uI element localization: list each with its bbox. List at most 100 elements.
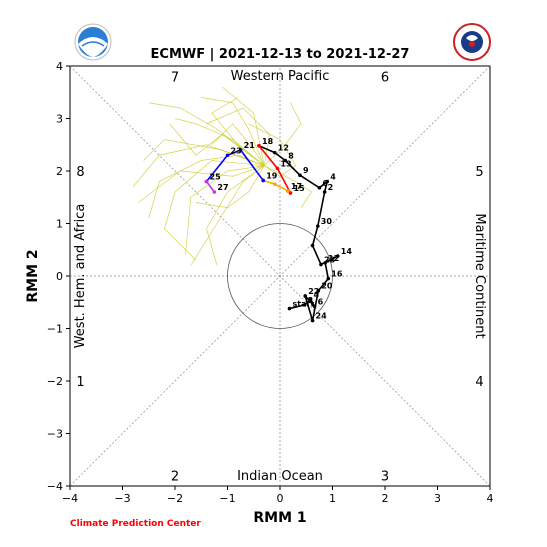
forecast-point bbox=[212, 190, 217, 194]
day-label: 4 bbox=[313, 291, 319, 300]
forecast-point bbox=[286, 189, 290, 193]
observed-point bbox=[317, 186, 322, 190]
observed-point bbox=[316, 224, 320, 228]
ensemble-member-line bbox=[222, 86, 265, 166]
forecast-point bbox=[272, 182, 277, 186]
x-tick-label: 1 bbox=[329, 492, 336, 505]
day-label: 15 bbox=[294, 184, 306, 193]
y-axis-label: RMM 2 bbox=[25, 249, 41, 302]
ensemble-members bbox=[132, 86, 312, 266]
day-label: 19 bbox=[266, 171, 278, 180]
ensemble-member-line bbox=[138, 165, 265, 203]
y-tick-label: 2 bbox=[56, 165, 63, 178]
ensemble-member-line bbox=[211, 97, 265, 167]
ensemble-member-line bbox=[201, 97, 265, 166]
ensemble-member-line bbox=[132, 144, 265, 187]
unit-circle bbox=[227, 223, 333, 329]
y-tick-label: 4 bbox=[56, 60, 63, 73]
region-top: Western Pacific bbox=[231, 69, 330, 84]
x-tick-label: 3 bbox=[434, 492, 441, 505]
day-label: 27 bbox=[217, 183, 228, 192]
observed-point bbox=[308, 297, 313, 302]
observed-point bbox=[312, 304, 317, 309]
ensemble-member-line bbox=[164, 160, 265, 261]
day-label: 18 bbox=[262, 137, 274, 146]
observed-point bbox=[326, 276, 331, 281]
observed-point bbox=[302, 303, 307, 307]
observed-point bbox=[310, 318, 315, 323]
y-tick-label: −4 bbox=[47, 480, 63, 493]
y-tick-label: −1 bbox=[47, 323, 63, 336]
forecast-point bbox=[225, 153, 230, 158]
forecast-track bbox=[204, 144, 293, 195]
ensemble-member-line bbox=[169, 123, 265, 167]
phase-number: 8 bbox=[76, 165, 84, 180]
x-axis-label: RMM 1 bbox=[253, 510, 306, 526]
y-tick-label: 1 bbox=[56, 218, 63, 231]
observed-point bbox=[316, 288, 321, 293]
observed-point bbox=[335, 254, 340, 258]
day-label: 21 bbox=[244, 141, 256, 150]
ensemble-member-line bbox=[206, 165, 265, 266]
forecast-point bbox=[288, 191, 293, 195]
day-label: 20 bbox=[321, 282, 333, 291]
x-tick-label: −1 bbox=[219, 492, 235, 505]
forecast-segment-line bbox=[205, 149, 264, 182]
day-labels: start34622242016121428302469812181315171… bbox=[210, 137, 353, 321]
observed-point bbox=[310, 243, 315, 248]
phase-number: 3 bbox=[381, 470, 389, 485]
region-right: Maritime Continent bbox=[472, 213, 487, 338]
y-tick-label: −2 bbox=[47, 375, 63, 388]
day-label: 17 bbox=[291, 182, 302, 191]
day-label: 9 bbox=[303, 166, 309, 175]
observed-track bbox=[257, 144, 340, 323]
day-label: 28 bbox=[324, 255, 336, 264]
observed-point bbox=[323, 261, 327, 265]
forecast-point bbox=[238, 148, 243, 152]
forecast-point bbox=[257, 144, 261, 148]
day-label: 25 bbox=[210, 173, 222, 182]
observed-point bbox=[287, 306, 292, 311]
day-label: 3 bbox=[308, 296, 314, 305]
day-label: 6 bbox=[318, 297, 324, 306]
day-label: 13 bbox=[280, 159, 291, 168]
region-left: West. Hem. and Africa bbox=[73, 204, 88, 349]
forecast-segment-line bbox=[205, 181, 216, 193]
chart-title: ECMWF | 2021-12-13 to 2021-12-27 bbox=[151, 47, 410, 62]
phase-number: 7 bbox=[171, 71, 179, 86]
nws-logo bbox=[453, 23, 491, 61]
credit-label: Climate Prediction Center bbox=[70, 519, 201, 529]
phase-number: 4 bbox=[475, 375, 483, 390]
gridlines bbox=[69, 65, 491, 487]
x-tick-label: −2 bbox=[167, 492, 183, 505]
phase-number: 6 bbox=[381, 71, 389, 86]
day-label: 24 bbox=[316, 312, 328, 321]
day-label: 30 bbox=[321, 217, 333, 226]
observed-point bbox=[319, 262, 323, 267]
region-bottom: Indian Ocean bbox=[237, 469, 323, 484]
day-label: 6 bbox=[322, 179, 328, 188]
day-label: 23 bbox=[231, 146, 242, 155]
ensemble-member-line bbox=[174, 118, 265, 167]
phase-number: 5 bbox=[475, 165, 483, 180]
day-label: 12 bbox=[278, 144, 289, 153]
forecast-point bbox=[275, 166, 280, 171]
x-tick-label: −4 bbox=[62, 492, 78, 505]
y-tick-label: −3 bbox=[47, 428, 63, 441]
observed-point bbox=[303, 294, 308, 298]
phase-number: 2 bbox=[171, 470, 179, 485]
day-label: 2 bbox=[328, 183, 334, 192]
observed-point bbox=[272, 150, 277, 155]
ensemble-member-line bbox=[264, 102, 302, 166]
day-label: 4 bbox=[330, 173, 336, 182]
diagonal-line bbox=[69, 65, 491, 487]
ensemble-member-line bbox=[148, 102, 265, 167]
x-tick-label: 2 bbox=[382, 492, 389, 505]
day-label: 12 bbox=[328, 254, 339, 263]
day-label: 16 bbox=[331, 270, 343, 279]
observed-point bbox=[322, 190, 327, 194]
day-label: 14 bbox=[341, 247, 353, 256]
observed-point bbox=[283, 158, 288, 163]
observed-point bbox=[325, 179, 330, 184]
